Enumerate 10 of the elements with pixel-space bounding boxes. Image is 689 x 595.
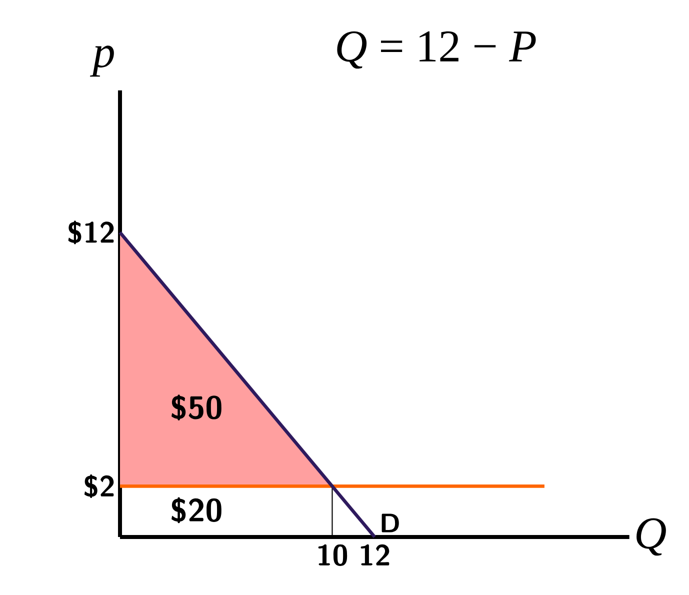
y-tick-label: $2 xyxy=(84,474,114,498)
y-axis-title: p xyxy=(90,46,114,77)
series-label: D xyxy=(382,514,399,532)
x-tick-label: 12 xyxy=(360,544,390,566)
x-tick-label: 10 xyxy=(318,544,348,566)
x-axis-title: Q xyxy=(636,518,666,556)
annotation: $20 xyxy=(172,497,222,524)
annotation: $50 xyxy=(172,394,222,420)
y-tick-label: $12 xyxy=(68,220,114,244)
chart-title: Q = 12 − P xyxy=(337,31,536,69)
